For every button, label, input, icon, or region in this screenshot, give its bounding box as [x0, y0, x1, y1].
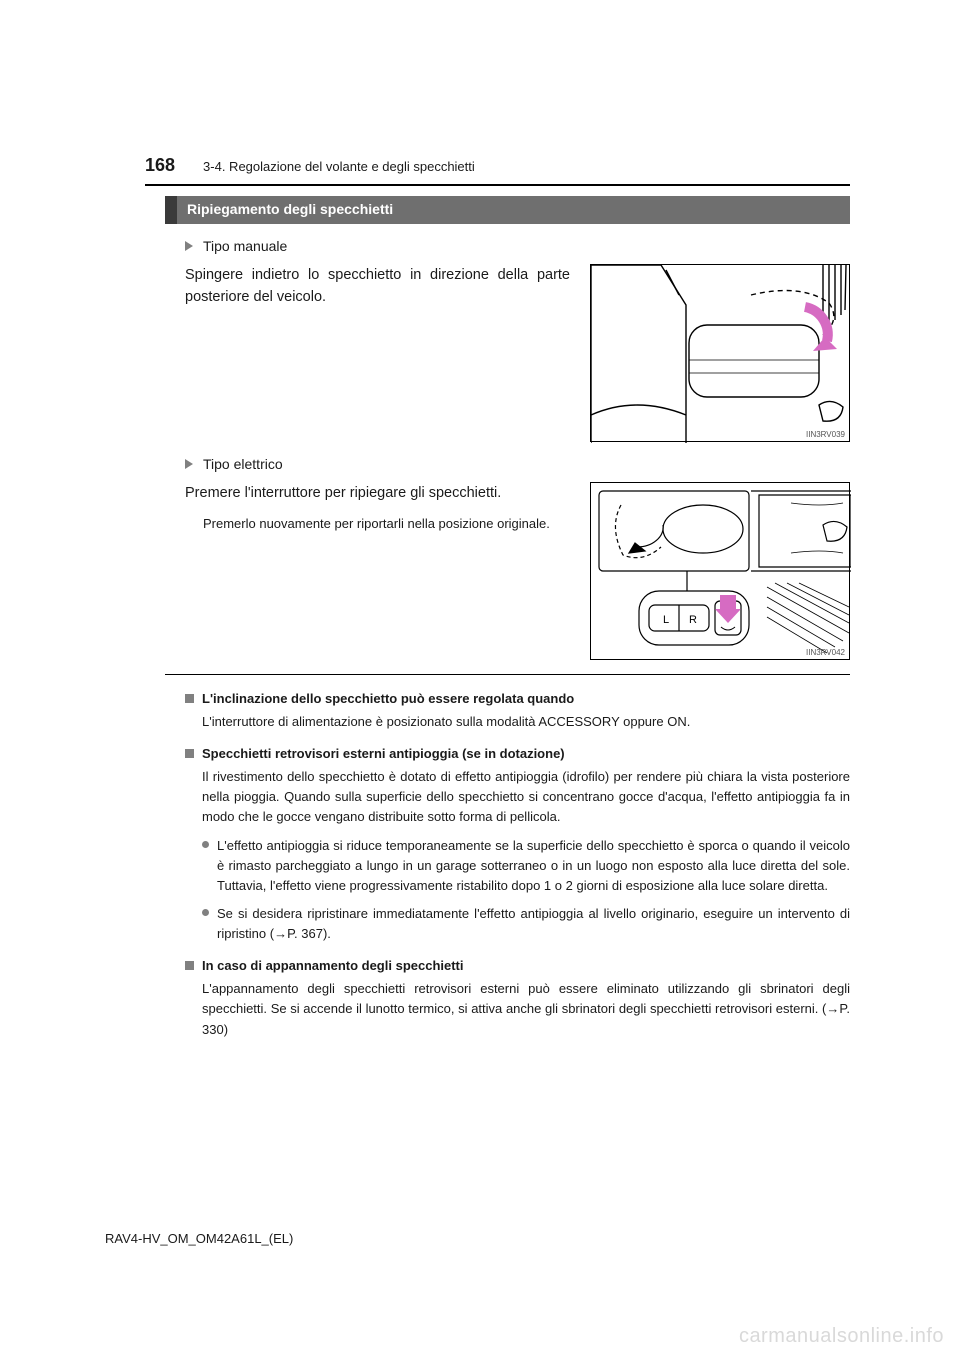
- manual-page: 168 3-4. Regolazione del volante e degli…: [0, 0, 960, 1358]
- note-bullet-item: L'effetto antipioggia si riduce temporan…: [202, 836, 850, 896]
- type-label: Tipo elettrico: [203, 456, 283, 472]
- figure-code: IIN3RV042: [806, 648, 845, 657]
- triangle-bullet-icon: [185, 459, 193, 469]
- block-electric-text: Premere l'interruttore per ripiegare gli…: [185, 482, 570, 504]
- type-label: Tipo manuale: [203, 238, 287, 254]
- square-bullet-icon: [185, 749, 194, 758]
- figure-manual-fold: IIN3RV039: [590, 264, 850, 442]
- note-block: L'inclinazione dello specchietto può ess…: [165, 691, 850, 732]
- note-bullet-item: Se si desidera ripristinare immediatamen…: [202, 904, 850, 944]
- note-bullet-text: Se si desidera ripristinare immediatamen…: [217, 904, 850, 944]
- block-electric-subtext: Premerlo nuovamente per riportarli nella…: [185, 514, 570, 534]
- note-bullet-list: L'effetto antipioggia si riduce temporan…: [185, 836, 850, 945]
- button-l-label: L: [663, 614, 669, 626]
- page-header: 168 3-4. Regolazione del volante e degli…: [145, 155, 850, 184]
- watermark: carmanualsonline.info: [739, 1325, 944, 1348]
- page-number: 168: [145, 155, 175, 176]
- note-title-text: L'inclinazione dello specchietto può ess…: [202, 691, 574, 706]
- block-manual: Spingere indietro lo specchietto in dire…: [185, 264, 850, 442]
- note-title-text: In caso di appannamento degli specchiett…: [202, 958, 464, 973]
- section-heading: Ripiegamento degli specchietti: [165, 196, 850, 224]
- heading-text: Ripiegamento degli specchietti: [177, 196, 403, 224]
- note-body: L'appannamento degli specchietti retrovi…: [185, 979, 850, 1039]
- note-block: Specchietti retrovisori esterni antipiog…: [165, 746, 850, 944]
- section-divider: [165, 674, 850, 675]
- section-path: 3-4. Regolazione del volante e degli spe…: [203, 159, 475, 174]
- circle-bullet-icon: [202, 909, 209, 916]
- heading-accent: [165, 196, 177, 224]
- note-block: In caso di appannamento degli specchiett…: [165, 958, 850, 1039]
- figure-electric-fold: L R: [590, 482, 850, 660]
- block-electric: Premere l'interruttore per ripiegare gli…: [185, 482, 850, 660]
- triangle-bullet-icon: [185, 241, 193, 251]
- note-bullet-text: L'effetto antipioggia si riduce temporan…: [217, 836, 850, 896]
- note-body: L'interruttore di alimentazione è posizi…: [185, 712, 850, 732]
- note-title: Specchietti retrovisori esterni antipiog…: [185, 746, 850, 761]
- square-bullet-icon: [185, 961, 194, 970]
- note-body: Il rivestimento dello specchietto è dota…: [185, 767, 850, 827]
- note-title: L'inclinazione dello specchietto può ess…: [185, 691, 850, 706]
- button-r-label: R: [689, 614, 697, 626]
- note-title-text: Specchietti retrovisori esterni antipiog…: [202, 746, 565, 761]
- note-title: In caso di appannamento degli specchiett…: [185, 958, 850, 973]
- footer-doc-code: RAV4-HV_OM_OM42A61L_(EL): [105, 1231, 293, 1246]
- type-row-electric: Tipo elettrico: [185, 456, 850, 472]
- figure-code: IIN3RV039: [806, 430, 845, 439]
- block-manual-text: Spingere indietro lo specchietto in dire…: [185, 264, 570, 309]
- square-bullet-icon: [185, 694, 194, 703]
- circle-bullet-icon: [202, 841, 209, 848]
- type-row-manual: Tipo manuale: [185, 238, 850, 254]
- header-rule: [145, 184, 850, 186]
